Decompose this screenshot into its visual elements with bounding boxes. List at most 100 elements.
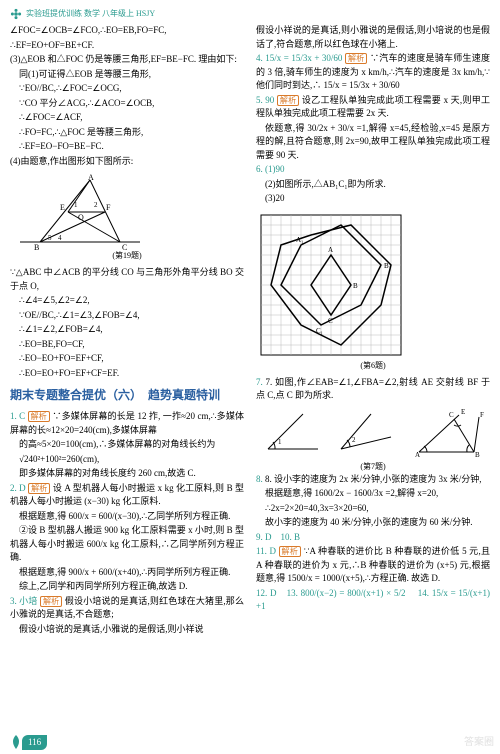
q4: 4. 15/x = 15/3x + 30/60 解析 ∵汽车的速度是骑车师生速度… — [256, 52, 490, 93]
text-line: ∴2x=2×20=40,3x=3×20=60, — [256, 502, 490, 516]
text-line: ∵CO 平分∠ACG,∴∠ACO=∠OCB, — [10, 97, 244, 111]
q9-10: 9. D 10. B — [256, 531, 490, 545]
q-number: 3. 小培 — [10, 596, 40, 606]
q-number: 6. (1)90 — [256, 164, 285, 174]
text-line: 根据题意,得 600/x = 600/(x−30),∴乙同学所列方程正确. — [10, 510, 244, 524]
q7: 7. 7. 如图,作∠EAB=∠1,∠FBA=∠2,射线 AE 交射线 BF 于… — [256, 376, 490, 403]
text-line: 假设小祥说的是真话,则小雅说的是假话,则小培说的也是假话了,符合题意,所以红色球… — [256, 24, 490, 51]
svg-text:C: C — [328, 317, 333, 325]
text-line: 故小李的速度为 40 米/分钟,小张的速度为 60 米/分钟. — [256, 516, 490, 530]
text-line: 即多媒体屏幕的对角线长度约 260 cm,故选 C. — [10, 467, 244, 481]
figure-7: 1 2 A B C — [256, 407, 490, 457]
svg-text:E: E — [60, 203, 65, 212]
text-line: 根据题意,得 1600/2x − 1600/3x =2,解得 x=20, — [256, 487, 490, 501]
svg-text:2: 2 — [94, 201, 98, 209]
q1: 1. C 解析 ∵多媒体屏幕的长是 12 拃, 一拃≈20 cm,∴多媒体屏幕的… — [10, 410, 244, 437]
svg-text:B: B — [34, 243, 39, 250]
q2: 2. D 解析 设 A 型机器人每小时搬运 x kg 化工原料,则 B 型机器人… — [10, 482, 244, 509]
svg-text:B₁: B₁ — [384, 262, 391, 270]
q-number: 4. — [256, 53, 265, 63]
text-line: (4)由题意,作出图形如下图所示: — [10, 155, 244, 169]
svg-text:A: A — [328, 246, 333, 254]
leaf-icon — [10, 735, 22, 749]
q3: 3. 小培 解析 假设小培说的是真话,则红色球在大猪里,那么小雅说的是真话,不合… — [10, 595, 244, 622]
text-line: (2)如图所示,△AB₁C₁即为所求. — [256, 178, 490, 192]
header-text: 实验班提优训练 数学 八年级上 HSJY — [26, 8, 155, 20]
left-column: ∠FOC=∠OCB=∠FCO,∴EO=EB,FO=FC, ∴EF=EO+OF=B… — [10, 24, 244, 637]
text-line: ∴∠1=∠2,∠FOB=∠4, — [10, 323, 244, 337]
analysis-tag: 解析 — [40, 596, 62, 607]
svg-text:A₁: A₁ — [296, 236, 304, 244]
q-text: 8. 设小李的速度为 2x 米/分钟,小张的速度为 3x 米/分钟, — [265, 474, 482, 484]
analysis-tag: 解析 — [28, 411, 50, 422]
text-line: 同(1)可证得△EOB 是等腰三角形, — [10, 68, 244, 82]
q11: 11. D 解析 ∵A 种春联的进价比 B 种春联的进价低 5 元,且 A 种春… — [256, 545, 490, 586]
text-line: ∴EF=EO−FO=BE−FC. — [10, 140, 244, 154]
svg-text:B: B — [353, 282, 358, 290]
svg-text:5: 5 — [48, 234, 52, 242]
q-number: 2. D — [10, 483, 28, 493]
figure-6: A B C A₁ B₁ C₁ (第6题) — [256, 210, 490, 372]
svg-text:F: F — [106, 203, 111, 212]
q-text: 7. 如图,作∠EAB=∠1,∠FBA=∠2,射线 AE 交射线 BF 于点 C… — [256, 377, 490, 401]
analysis-tag: 解析 — [345, 53, 368, 64]
text-line: ∵△ABC 中∠ACB 的平分线 CO 与三角形外角平分线 BO 交于点 O, — [10, 266, 244, 293]
svg-text:A: A — [415, 451, 420, 457]
text-line: ∴∠4=∠5,∠2=∠2, — [10, 294, 244, 308]
q-number: 12. D 13. — [256, 588, 301, 598]
analysis-tag: 解析 — [277, 95, 300, 106]
text-line: ∴EO=EO+FO=EF+CF=EF. — [10, 367, 244, 381]
q-number: 8. — [256, 474, 265, 484]
q12-14: 12. D 13. 800/(x−2) = 800/(x+1) × 5/2 14… — [256, 587, 490, 614]
text-line: ∴EO−EO+FO=EF+CF, — [10, 352, 244, 366]
page-number: 116 — [10, 735, 47, 751]
svg-text:B: B — [475, 451, 480, 457]
text-line: (3)20 — [256, 192, 490, 206]
q5: 5. 90 解析 设乙工程队单独完成此项工程需要 x 天,则甲工程队单独完成此项… — [256, 94, 490, 121]
analysis-tag: 解析 — [279, 546, 302, 557]
equation: 800/(x−2) = 800/(x+1) × 5/2 — [301, 588, 406, 598]
q-number: 5. 90 — [256, 95, 277, 105]
page-number-badge: 116 — [22, 735, 47, 751]
figure-caption: (第7题) — [256, 461, 490, 473]
text-line: ∴EO=BE,FO=CF, — [10, 338, 244, 352]
figure-caption: (第6题) — [256, 360, 490, 372]
text-line: 依题意,得 30/2x + 30/x =1,解得 x=45,经检验,x=45 是… — [256, 122, 490, 163]
svg-text:A: A — [88, 173, 94, 182]
svg-text:2: 2 — [352, 436, 356, 444]
page-header: 实验班提优训练 数学 八年级上 HSJY — [10, 8, 490, 20]
flower-icon — [10, 8, 22, 20]
right-column: 假设小祥说的是真话,则小雅说的是假话,则小培说的也是假话了,符合题意,所以红色球… — [256, 24, 490, 637]
text-line: 假设小培说的是真话,小雅说的是假话,则小祥说 — [10, 623, 244, 637]
analysis-tag: 解析 — [28, 483, 50, 494]
text-line: ②设 B 型机器人搬运 900 kg 化工原料需要 x 小时,则 B 型机器人每… — [10, 524, 244, 565]
svg-text:C: C — [122, 243, 127, 250]
q6a: 6. (1)90 — [256, 163, 490, 177]
q-number: 7. — [256, 377, 266, 387]
text-line: 根据题意,得 900/x + 600/(x+40),∴丙同学所列方程正确. — [10, 566, 244, 580]
svg-text:O: O — [78, 213, 84, 222]
svg-text:C: C — [449, 411, 454, 419]
svg-text:E: E — [461, 408, 465, 416]
text-line: ∴EF=EO+OF=BE+CF. — [10, 39, 244, 53]
text-line: ∵EO//BC,∴∠FOC=∠OCG, — [10, 82, 244, 96]
section-title: 期末专题整合提优（六） 趋势真题特训 — [10, 386, 244, 404]
svg-text:1: 1 — [74, 201, 78, 209]
equation: 15/x = 15/3x + 30/60 — [265, 53, 345, 63]
text-line: ∴FO=FC,∴△FOC 是等腰三角形, — [10, 126, 244, 140]
q-number: 9. D 10. B — [256, 532, 300, 542]
text-line: ∴∠FOC=∠ACF, — [10, 111, 244, 125]
text-line: ∵OE//BC,∴∠1=∠3,∠FOB=∠4, — [10, 309, 244, 323]
text-line: 的高≈5×20=100(cm),∴多媒体屏幕的对角线长约为 — [10, 438, 244, 452]
q-number: 11. D — [256, 546, 279, 556]
text-line: ∠FOC=∠OCB=∠FCO,∴EO=EB,FO=FC, — [10, 24, 244, 38]
svg-text:4: 4 — [58, 234, 62, 242]
svg-text:1: 1 — [278, 438, 282, 446]
q-number: 1. C — [10, 411, 28, 421]
q8: 8. 8. 设小李的速度为 2x 米/分钟,小张的速度为 3x 米/分钟, — [256, 473, 490, 487]
q-number: 14. — [408, 588, 432, 598]
text-line: (3)△EOB 和△FOC 仍是等腰三角形,EF=BE−FC. 理由如下: — [10, 53, 244, 67]
text-line: √240²+100²=260(cm), — [10, 453, 244, 467]
text-line: 综上,乙同学和丙同学所列方程正确,故选 D. — [10, 580, 244, 594]
figure-caption: (第19题) — [10, 250, 244, 262]
